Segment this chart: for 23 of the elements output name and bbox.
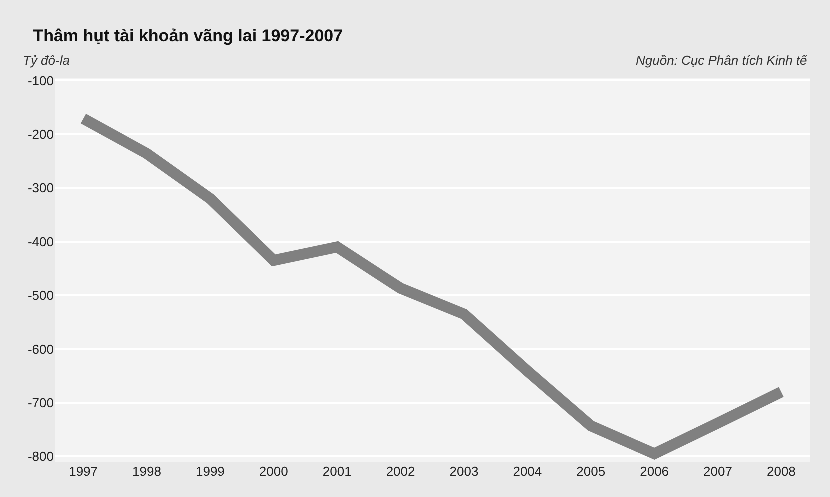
x-tick-label: 2001 (322, 464, 352, 479)
x-tick-label: 1998 (132, 464, 162, 479)
text: Nguồn: Cục Phân tích Kinh tế (636, 53, 808, 68)
x-tick-label: 2005 (576, 464, 606, 479)
x-tick-label: 1997 (69, 464, 98, 479)
x-tick-label: 2000 (259, 464, 288, 479)
y-axis-title: Tỷ đô-la (23, 53, 70, 68)
y-tick-label: -800 (28, 449, 54, 464)
y-tick-label: -200 (28, 126, 54, 142)
chart-title: Thâm hụt tài khoản vãng lai 1997-2007 (33, 26, 344, 46)
y-tick-label: -100 (28, 73, 54, 88)
x-tick-label: 2004 (513, 464, 542, 479)
x-tick-label: 2003 (450, 464, 479, 479)
x-tick-label: 2008 (766, 464, 796, 479)
y-tick-label: -700 (28, 395, 54, 410)
x-tick-label: 1999 (196, 464, 225, 479)
x-tick-label: 2002 (386, 464, 416, 479)
x-tick-label: 2006 (640, 464, 670, 479)
y-tick-label: -400 (28, 234, 54, 250)
y-tick-label: -600 (28, 342, 54, 357)
y-tick-label: -300 (28, 180, 54, 196)
x-tick-label: 2007 (704, 464, 732, 479)
y-tick-label: -500 (28, 288, 54, 304)
